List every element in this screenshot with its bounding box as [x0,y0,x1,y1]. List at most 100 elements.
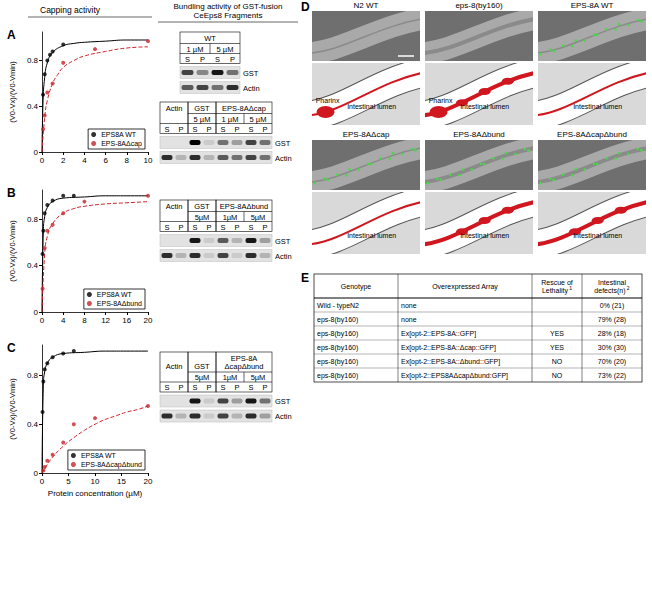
svg-text:EPS-8AΔcapΔbund: EPS-8AΔcapΔbund [557,130,627,139]
svg-text:P: P [200,55,205,64]
svg-text:eps-8(by160): eps-8(by160) [317,344,358,352]
svg-text:P: P [178,383,183,392]
svg-text:5µM: 5µM [195,213,210,222]
svg-text:0.4: 0.4 [27,420,39,429]
svg-text:Intestinal lumen: Intestinal lumen [460,232,509,239]
svg-text:15: 15 [117,477,126,486]
svg-text:(V0-Vx)/(V0-Vmin): (V0-Vx)/(V0-Vmin) [8,220,17,282]
svg-text:C: C [7,341,16,355]
svg-text:Lethality 1: Lethality 1 [542,285,572,295]
svg-text:0: 0 [40,156,45,165]
svg-text:0% (21): 0% (21) [600,302,625,310]
svg-text:20: 20 [144,316,153,325]
svg-text:4: 4 [61,316,66,325]
svg-text:S: S [192,223,197,232]
svg-text:CeEps8 Fragments: CeEps8 Fragments [194,11,263,20]
svg-text:Intestinal: Intestinal [598,279,626,286]
svg-text:S: S [164,125,169,134]
svg-text:eps-8(by160): eps-8(by160) [317,316,358,324]
svg-text:0: 0 [40,477,45,486]
svg-text:eps-8(by160): eps-8(by160) [317,358,358,366]
svg-text:8: 8 [82,316,87,325]
svg-text:8: 8 [125,156,130,165]
svg-text:5 µM: 5 µM [217,45,234,54]
svg-text:P: P [234,125,239,134]
svg-text:Intestinal lumen: Intestinal lumen [573,232,622,239]
svg-text:P: P [178,125,183,134]
svg-text:S: S [220,383,225,392]
svg-text:GST: GST [194,362,210,371]
svg-text:5µM: 5µM [195,373,210,382]
svg-text:10: 10 [144,156,153,165]
svg-text:Intestinal lumen: Intestinal lumen [460,103,509,110]
svg-text:P: P [230,55,235,64]
svg-text:0: 0 [34,148,39,157]
svg-text:P: P [206,383,211,392]
svg-text:Ex[opt-2::EPS8AΔcapΔbund:GFP]: Ex[opt-2::EPS8AΔcapΔbund:GFP] [401,372,508,380]
svg-text:EPS-8AΔbund: EPS-8AΔbund [220,202,268,211]
svg-text:EPS-8AΔcap: EPS-8AΔcap [101,140,142,148]
svg-text:Actin: Actin [275,252,292,261]
svg-text:0.4: 0.4 [27,102,39,111]
svg-text:none: none [401,316,417,323]
svg-text:B: B [7,186,16,200]
svg-text:30% (30): 30% (30) [598,344,626,352]
svg-text:12: 12 [101,316,110,325]
svg-text:Actin: Actin [275,412,292,421]
svg-text:1 µM: 1 µM [222,115,239,124]
svg-text:S: S [185,55,190,64]
svg-text:Bundling activity of GST-fusio: Bundling activity of GST-fusion [174,2,283,11]
svg-text:GST: GST [275,139,291,148]
svg-text:none: none [401,302,417,309]
svg-text:P: P [206,125,211,134]
svg-text:A: A [7,28,16,42]
svg-text:Ex[opt-2::EPS-8A::Δcap::GFP]: Ex[opt-2::EPS-8A::Δcap::GFP] [401,344,496,352]
svg-text:D: D [301,0,310,14]
svg-text:5µM: 5µM [251,213,266,222]
svg-text:1µM: 1µM [223,373,238,382]
svg-text:0.8: 0.8 [27,371,39,380]
svg-text:YES: YES [550,330,564,337]
svg-text:Actin: Actin [243,84,260,93]
svg-text:S: S [248,223,253,232]
svg-text:EPS-8AΔbund: EPS-8AΔbund [453,130,505,139]
svg-text:Ex[opt-2::EPS-8A::GFP]: Ex[opt-2::EPS-8A::GFP] [401,330,476,338]
svg-text:79% (28): 79% (28) [598,316,626,324]
svg-text:Protein concentration (µM): Protein concentration (µM) [48,489,143,498]
svg-text:GST: GST [194,104,210,113]
svg-text:N2 WT: N2 WT [354,1,379,10]
svg-text:S: S [164,383,169,392]
svg-text:GST: GST [243,69,259,78]
svg-text:EPS-8AΔcap: EPS-8AΔcap [222,104,266,113]
svg-text:S: S [192,383,197,392]
svg-text:1 µM: 1 µM [187,45,204,54]
svg-text:GST: GST [275,397,291,406]
svg-text:10: 10 [91,477,100,486]
svg-text:EPS-8AΔbund: EPS-8AΔbund [97,300,142,307]
svg-text:(V0-Vx)/(V0-Vmin): (V0-Vx)/(V0-Vmin) [8,378,17,440]
svg-text:0.8: 0.8 [27,56,39,65]
svg-text:P: P [234,383,239,392]
svg-text:eps-8(by160): eps-8(by160) [455,1,502,10]
svg-text:Wild - typeN2: Wild - typeN2 [317,302,359,310]
svg-text:GST: GST [194,202,210,211]
svg-text:eps-8(by160): eps-8(by160) [317,330,358,338]
svg-text:S: S [215,55,220,64]
svg-text:Pharinx: Pharinx [316,97,340,104]
svg-text:E: E [301,271,309,285]
svg-text:EPS-8AΔcap: EPS-8AΔcap [343,130,390,139]
svg-text:Intestinal lumen: Intestinal lumen [347,232,396,239]
svg-text:EPS-8AΔcapΔbund: EPS-8AΔcapΔbund [81,461,142,469]
svg-text:Actin: Actin [166,202,183,211]
svg-text:Genotype: Genotype [341,283,371,291]
svg-text:S: S [220,223,225,232]
svg-text:4: 4 [82,156,87,165]
svg-text:5: 5 [66,477,71,486]
svg-text:ΔcapΔbund: ΔcapΔbund [225,362,264,371]
svg-text:P: P [262,383,267,392]
svg-text:Overexpressed Array: Overexpressed Array [432,283,498,291]
svg-text:S: S [164,223,169,232]
svg-text:73% (22): 73% (22) [598,372,626,380]
svg-text:0.8: 0.8 [27,215,39,224]
svg-text:6: 6 [103,156,108,165]
